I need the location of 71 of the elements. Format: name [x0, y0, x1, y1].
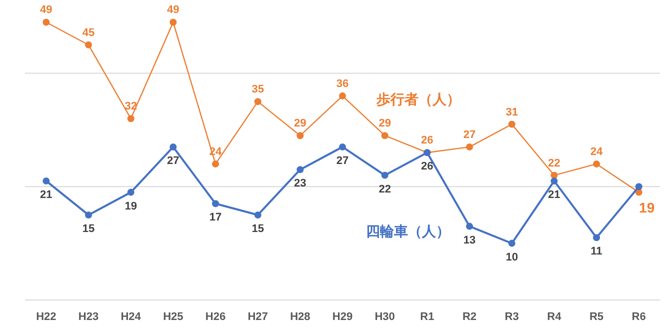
data-label: 15 [252, 222, 264, 235]
point [42, 177, 50, 184]
point [254, 98, 262, 106]
point [508, 120, 516, 128]
point [466, 222, 473, 230]
data-label: 35 [252, 84, 264, 96]
x-tick-label: R4 [547, 311, 562, 323]
point [212, 160, 219, 168]
data-label: 32 [124, 100, 137, 113]
point [466, 143, 473, 150]
point [85, 41, 92, 48]
point [170, 18, 177, 26]
data-label: 21 [40, 188, 52, 201]
data-label: 29 [294, 118, 306, 130]
point [296, 166, 304, 174]
point [42, 18, 50, 26]
x-tick-label: H28 [290, 311, 310, 323]
point [339, 92, 346, 100]
x-tick-label: H30 [374, 311, 395, 323]
data-label: 10 [506, 251, 518, 264]
data-label: 45 [82, 26, 95, 39]
point [508, 240, 516, 247]
point [381, 132, 388, 140]
data-label: 13 [463, 234, 476, 246]
data-label: 27 [463, 128, 476, 141]
point [127, 115, 134, 122]
point [593, 234, 600, 242]
data-label: 36 [336, 78, 349, 90]
data-label: 27 [336, 154, 349, 167]
data-label: 49 [167, 4, 180, 16]
point [170, 143, 177, 150]
x-tick-label: R6 [632, 311, 646, 323]
data-label: 27 [167, 154, 180, 167]
data-label: 49 [40, 4, 52, 16]
x-tick-label: H26 [205, 311, 226, 323]
data-label: 23 [294, 178, 306, 190]
data-label: 21 [548, 188, 560, 201]
series-label: 歩行者（人） [376, 91, 461, 107]
x-tick-label: R1 [420, 311, 434, 323]
x-tick-label: H29 [332, 311, 353, 323]
point [85, 211, 92, 218]
data-label: 31 [506, 106, 518, 118]
point [339, 143, 346, 150]
x-tick-label: H27 [248, 311, 268, 323]
point [127, 188, 134, 196]
point [296, 132, 304, 140]
point [212, 200, 219, 208]
x-tick-label: H25 [163, 311, 184, 323]
series-label: 四輪車（人） [366, 223, 450, 239]
data-label: 26 [421, 134, 434, 147]
x-tick-label: H24 [120, 311, 142, 323]
data-label: 22 [548, 157, 560, 170]
x-tick-label: R2 [462, 311, 477, 323]
x-tick-label: H23 [78, 311, 99, 323]
x-tick-label: R5 [589, 311, 604, 323]
x-tick-label: R3 [504, 311, 519, 323]
data-label: 24 [590, 146, 604, 158]
data-label: 19 [639, 199, 655, 216]
data-label: 26 [421, 160, 434, 173]
data-label: 29 [378, 118, 391, 130]
data-label: 22 [378, 183, 391, 196]
point [593, 160, 600, 168]
point [381, 172, 388, 179]
data-label: 15 [82, 222, 95, 235]
data-label: 11 [590, 246, 602, 258]
point [635, 183, 642, 190]
point [254, 211, 262, 218]
data-label: 19 [124, 200, 137, 212]
data-label: 17 [209, 212, 222, 224]
point [550, 177, 558, 184]
x-tick-label: H22 [36, 311, 56, 323]
